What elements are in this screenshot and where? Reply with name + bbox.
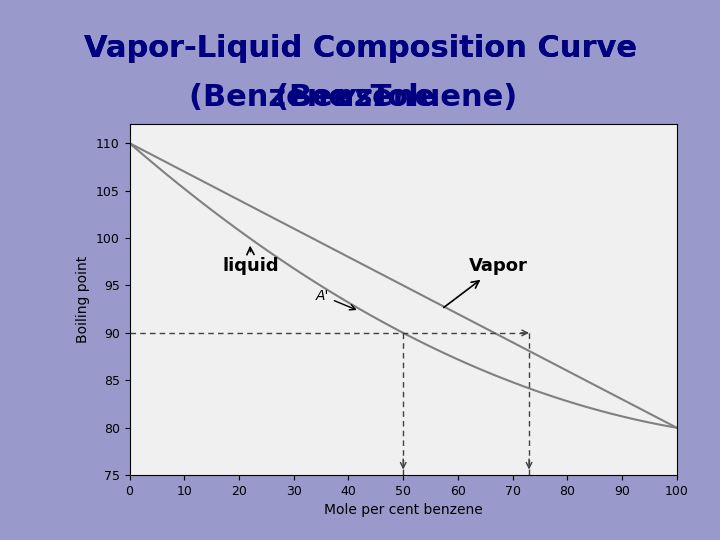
- Y-axis label: Boiling point: Boiling point: [76, 256, 91, 343]
- Text: Toluene): Toluene): [360, 83, 517, 112]
- Text: A': A': [315, 289, 356, 310]
- Text: Vapor-Liquid Composition Curve: Vapor-Liquid Composition Curve: [84, 34, 636, 63]
- Text: Vapor: Vapor: [444, 257, 528, 307]
- Text: (Benzene: (Benzene: [189, 83, 360, 112]
- Text: liquid: liquid: [222, 247, 279, 275]
- X-axis label: Mole per cent benzene: Mole per cent benzene: [324, 503, 482, 517]
- Text: vs.: vs.: [336, 83, 384, 112]
- Text: (Benzene: (Benzene: [275, 83, 445, 112]
- Text: Vapor-Liquid Composition Curve: Vapor-Liquid Composition Curve: [84, 34, 636, 63]
